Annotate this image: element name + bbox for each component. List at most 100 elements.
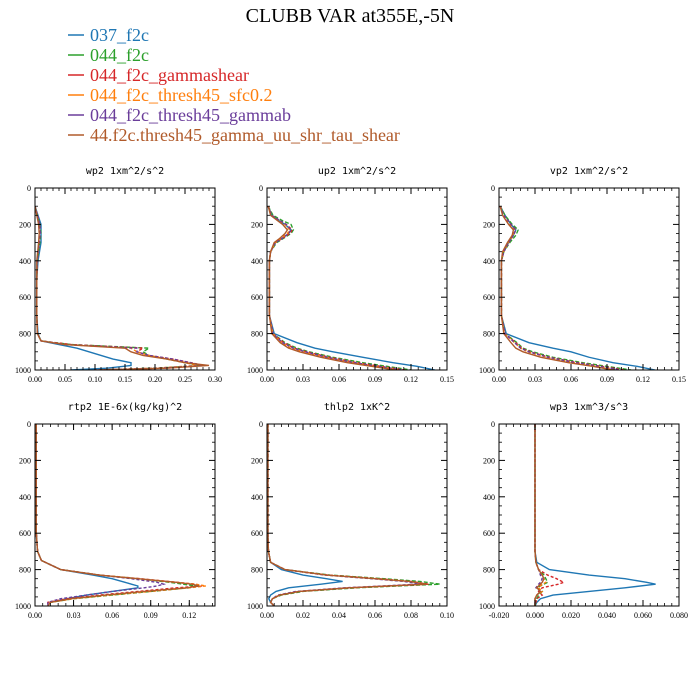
x-tick-label: -0.020 — [489, 611, 510, 620]
x-tick-label: 0.00 — [260, 375, 274, 384]
x-tick-label: 0.03 — [67, 611, 81, 620]
chart-panel: wp3 1xm^3/s^3 -0.020 0.000 0.020 0.040 0.060 0… — [479, 402, 688, 620]
y-tick-label: 800 — [251, 330, 263, 339]
y-tick-label: 600 — [251, 293, 263, 302]
x-tick-label: 0.30 — [208, 375, 222, 384]
panel-title: wp2 1xm^2/s^2 — [86, 166, 164, 177]
figure-title: CLUBB VAR at355E,-5N — [246, 5, 455, 27]
x-tick-label: 0.020 — [562, 611, 580, 620]
series-group — [35, 205, 210, 370]
x-tick-label: 0.08 — [404, 611, 418, 620]
y-tick-label: 0 — [27, 184, 31, 193]
x-tick-label: 0.09 — [368, 375, 382, 384]
x-tick-label: 0.12 — [182, 611, 196, 620]
panel-title: rtp2 1E-6x(kg/kg)^2 — [68, 402, 182, 413]
series-line — [499, 205, 622, 370]
x-tick-label: 0.00 — [28, 611, 42, 620]
x-tick-label: 0.09 — [600, 375, 614, 384]
series-line — [267, 424, 428, 606]
y-tick-label: 600 — [483, 293, 495, 302]
y-tick-label: 0 — [491, 420, 495, 429]
x-tick-label: 0.06 — [368, 611, 382, 620]
legend-label: 037_f2c — [90, 25, 149, 45]
x-tick-label: 0.09 — [144, 611, 158, 620]
y-tick-label: 0 — [27, 420, 31, 429]
plot-frame — [498, 187, 680, 371]
x-tick-label: 0.10 — [440, 611, 454, 620]
y-tick-label: 0 — [259, 184, 263, 193]
x-tick-label: 0.06 — [564, 375, 578, 384]
legend-label: 044_f2c_gammashear — [90, 65, 249, 85]
y-tick-label: 800 — [19, 330, 31, 339]
x-tick-label: 0.25 — [178, 375, 192, 384]
series-line — [35, 206, 210, 370]
x-tick-label: 0.04 — [332, 611, 346, 620]
y-tick-label: 400 — [483, 493, 495, 502]
chart-panel: rtp2 1E-6x(kg/kg)^2 0.00 0.03 0.06 0.09 0.12 0… — [15, 402, 216, 620]
y-tick-label: 400 — [19, 493, 31, 502]
x-tick-label: 0.12 — [636, 375, 650, 384]
y-tick-label: 800 — [19, 566, 31, 575]
series-line — [534, 424, 656, 606]
series-line — [267, 205, 403, 370]
y-tick-label: 1000 — [15, 366, 31, 375]
plot-frame — [266, 187, 448, 371]
y-tick-label: 400 — [483, 257, 495, 266]
legend-label: 044_f2c — [90, 45, 149, 65]
series-group — [499, 205, 656, 370]
series-line — [267, 424, 440, 606]
y-tick-label: 1000 — [247, 602, 263, 611]
series-group — [35, 424, 207, 606]
series-line — [534, 424, 549, 606]
x-tick-label: 0.15 — [118, 375, 132, 384]
series-line — [534, 424, 543, 606]
x-tick-label: 0.00 — [260, 611, 274, 620]
panel-title: vp2 1xm^2/s^2 — [550, 166, 628, 177]
x-tick-label: 0.080 — [670, 611, 688, 620]
chart-panel: up2 1xm^2/s^2 0.00 0.03 0.06 0.09 0.12 0.15 0 20… — [247, 166, 454, 384]
y-tick-label: 600 — [19, 293, 31, 302]
x-tick-label: 0.10 — [88, 375, 102, 384]
series-line — [35, 424, 196, 606]
y-tick-label: 400 — [19, 257, 31, 266]
panel-title: thlp2 1xK^2 — [324, 402, 390, 413]
panel-title: up2 1xm^2/s^2 — [318, 166, 396, 177]
y-tick-label: 200 — [483, 220, 495, 229]
x-tick-label: 0.15 — [440, 375, 454, 384]
y-tick-label: 200 — [19, 456, 31, 465]
series-line — [534, 424, 545, 606]
series-line — [267, 424, 426, 606]
x-tick-label: 0.06 — [105, 611, 119, 620]
series-group — [267, 424, 440, 606]
x-tick-label: 0.00 — [28, 375, 42, 384]
x-tick-label: 0.02 — [296, 611, 310, 620]
series-line — [267, 424, 421, 606]
y-tick-label: 200 — [483, 456, 495, 465]
y-tick-label: 400 — [251, 493, 263, 502]
x-tick-label: 0.060 — [634, 611, 652, 620]
x-tick-label: 0.000 — [526, 611, 544, 620]
panels: wp2 1xm^2/s^2 0.00 0.05 0.10 0.15 0.20 0.25 0.3… — [15, 166, 688, 620]
series-line — [499, 205, 620, 370]
x-tick-label: 0.05 — [58, 375, 72, 384]
x-tick-label: 0.040 — [598, 611, 616, 620]
y-tick-label: 1000 — [247, 366, 263, 375]
series-line — [267, 424, 343, 606]
y-tick-label: 200 — [251, 456, 263, 465]
series-line — [534, 424, 566, 606]
panel-title: wp3 1xm^3/s^3 — [550, 402, 628, 413]
x-tick-label: 0.20 — [148, 375, 162, 384]
plot-frame — [34, 423, 216, 607]
x-tick-label: 0.03 — [528, 375, 542, 384]
chart-panel: vp2 1xm^2/s^2 0.00 0.03 0.06 0.09 0.12 0.15 0 20… — [479, 166, 686, 384]
plot-frame — [498, 423, 680, 607]
series-group — [267, 205, 436, 370]
y-tick-label: 800 — [251, 566, 263, 575]
legend-label: 044_f2c_thresh45_gammab — [90, 105, 291, 125]
plot-frame — [266, 423, 448, 607]
series-line — [35, 424, 139, 606]
y-tick-label: 400 — [251, 257, 263, 266]
x-tick-label: 0.00 — [492, 375, 506, 384]
